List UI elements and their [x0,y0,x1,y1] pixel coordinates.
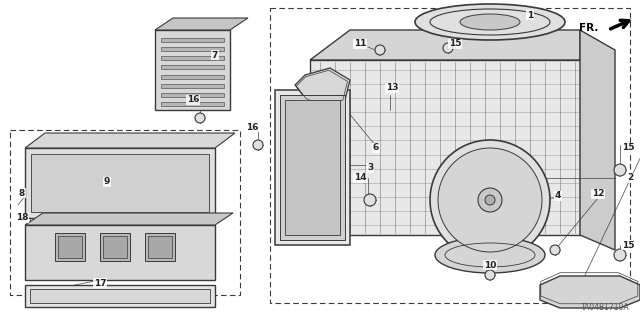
Text: 15: 15 [621,241,634,249]
Bar [55,233,85,261]
Circle shape [195,113,205,123]
Circle shape [478,188,502,212]
Ellipse shape [460,14,520,30]
Text: 6: 6 [373,144,379,152]
Circle shape [443,43,453,53]
Polygon shape [25,133,235,148]
Bar [161,65,224,70]
Text: 15: 15 [621,144,634,152]
Bar [103,236,127,258]
Bar [30,289,210,303]
Text: 17: 17 [93,278,106,287]
Text: TA04B1710A: TA04B1710A [581,303,630,312]
Circle shape [375,45,385,55]
Bar [161,47,224,51]
Bar [25,225,215,280]
Text: 8: 8 [19,189,25,197]
Circle shape [253,140,263,150]
Text: FR.: FR. [579,23,598,33]
Text: 12: 12 [592,189,604,198]
Polygon shape [310,30,580,60]
Text: 9: 9 [104,177,110,187]
Text: 16: 16 [187,95,199,105]
Circle shape [614,249,626,261]
Ellipse shape [415,4,565,40]
Polygon shape [25,213,233,225]
Bar [145,233,175,261]
Bar [25,148,215,218]
Polygon shape [155,18,248,30]
Bar [161,93,224,97]
Circle shape [430,140,550,260]
Text: 16: 16 [246,122,259,131]
Text: 3: 3 [367,164,373,173]
Bar [10,130,240,295]
Polygon shape [295,68,350,108]
Text: 15: 15 [449,40,461,48]
Text: 13: 13 [386,84,398,93]
Bar [25,285,215,307]
Text: 11: 11 [354,40,366,48]
Bar [155,30,230,110]
Polygon shape [540,276,640,308]
Bar [280,95,345,240]
Bar [148,236,172,258]
Bar [275,90,350,245]
Text: 2: 2 [627,174,633,182]
Circle shape [485,195,495,205]
Polygon shape [310,60,580,235]
Circle shape [485,270,495,280]
Bar [161,38,224,42]
Text: 10: 10 [484,261,496,270]
Bar [285,100,340,235]
Bar [161,102,224,106]
Bar [58,236,82,258]
Bar [161,84,224,88]
Bar [31,154,209,212]
Text: 18: 18 [16,213,28,222]
Bar [100,233,130,261]
Text: 7: 7 [212,50,218,60]
Circle shape [550,245,560,255]
Bar [161,56,224,60]
Circle shape [364,194,376,206]
Text: 14: 14 [354,174,366,182]
Ellipse shape [435,237,545,273]
Bar [161,75,224,78]
Polygon shape [580,30,615,250]
Bar [270,8,630,303]
Circle shape [614,164,626,176]
Circle shape [438,148,542,252]
Text: 1: 1 [527,11,533,19]
Text: 4: 4 [555,191,561,201]
